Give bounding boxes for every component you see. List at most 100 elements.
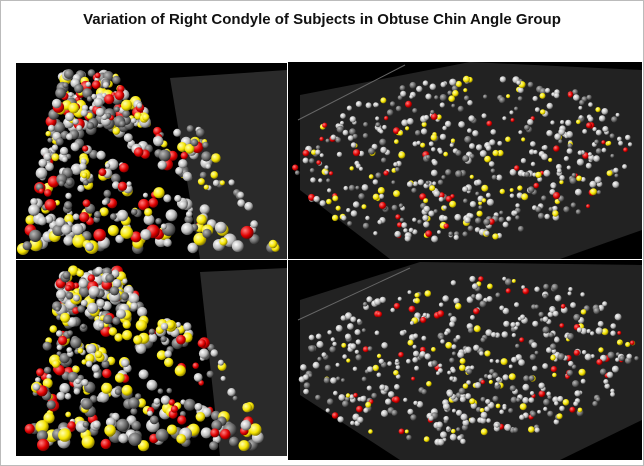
sphere bbox=[531, 342, 538, 349]
sphere bbox=[590, 188, 597, 196]
sphere bbox=[199, 204, 210, 215]
sphere bbox=[71, 223, 84, 236]
sphere bbox=[606, 170, 613, 177]
sphere bbox=[528, 375, 535, 381]
sphere bbox=[356, 318, 362, 324]
sphere bbox=[374, 102, 379, 107]
sphere bbox=[432, 181, 437, 186]
sphere bbox=[118, 433, 129, 444]
sphere bbox=[602, 126, 609, 133]
sphere bbox=[349, 116, 356, 123]
sphere bbox=[398, 203, 404, 208]
sphere bbox=[438, 302, 444, 308]
sphere bbox=[65, 112, 75, 122]
sphere bbox=[425, 154, 431, 160]
sphere bbox=[527, 81, 534, 88]
sphere bbox=[64, 393, 72, 400]
sphere bbox=[597, 320, 604, 327]
sphere bbox=[543, 283, 549, 290]
sphere bbox=[379, 296, 386, 304]
sphere bbox=[332, 341, 337, 347]
sphere bbox=[368, 147, 375, 155]
sphere bbox=[485, 145, 492, 151]
sphere bbox=[604, 383, 610, 390]
sphere bbox=[94, 266, 103, 275]
sphere bbox=[101, 382, 113, 394]
sphere bbox=[423, 221, 430, 228]
sphere bbox=[498, 216, 505, 223]
sphere bbox=[346, 358, 351, 363]
sphere bbox=[541, 195, 547, 201]
sphere bbox=[318, 178, 323, 183]
sphere bbox=[340, 113, 346, 119]
sphere bbox=[72, 365, 80, 374]
sphere bbox=[336, 376, 341, 381]
sphere bbox=[443, 415, 449, 422]
sphere bbox=[112, 181, 120, 190]
sphere bbox=[185, 210, 193, 218]
sphere bbox=[408, 227, 414, 233]
sphere bbox=[539, 88, 547, 95]
sphere bbox=[313, 195, 320, 203]
sphere bbox=[94, 72, 101, 79]
sphere bbox=[455, 170, 463, 178]
sphere bbox=[319, 153, 324, 158]
sphere bbox=[406, 118, 414, 125]
sphere bbox=[398, 351, 404, 358]
sphere bbox=[72, 118, 79, 125]
sphere bbox=[606, 371, 614, 379]
sphere bbox=[610, 330, 616, 337]
sphere bbox=[98, 168, 107, 177]
sphere bbox=[551, 283, 559, 291]
sphere bbox=[410, 414, 417, 421]
sphere bbox=[595, 327, 603, 335]
sphere bbox=[137, 306, 148, 318]
sphere bbox=[292, 164, 299, 171]
sphere bbox=[77, 184, 85, 193]
sphere bbox=[63, 235, 74, 246]
sphere bbox=[350, 210, 358, 217]
sphere bbox=[563, 206, 570, 213]
sphere bbox=[484, 155, 491, 163]
sphere bbox=[475, 217, 482, 224]
sphere bbox=[439, 94, 447, 102]
sphere bbox=[56, 344, 63, 351]
sphere bbox=[59, 146, 69, 156]
sphere bbox=[363, 407, 369, 414]
sphere bbox=[231, 240, 244, 253]
sphere bbox=[428, 141, 434, 147]
sphere bbox=[430, 113, 438, 121]
sphere bbox=[601, 147, 607, 153]
sphere bbox=[100, 438, 112, 450]
sphere bbox=[340, 315, 347, 321]
sphere bbox=[524, 171, 531, 178]
sphere bbox=[428, 415, 434, 421]
sphere bbox=[398, 130, 404, 136]
sphere bbox=[514, 165, 520, 171]
sphere bbox=[324, 165, 329, 170]
sphere bbox=[65, 178, 74, 186]
sphere bbox=[80, 299, 88, 307]
sphere bbox=[242, 402, 252, 413]
sphere bbox=[517, 225, 524, 232]
sphere bbox=[184, 143, 195, 154]
sphere bbox=[489, 139, 496, 146]
sphere bbox=[442, 125, 447, 131]
sphere bbox=[404, 429, 409, 434]
sphere bbox=[601, 140, 606, 145]
sphere bbox=[601, 108, 609, 115]
sphere bbox=[114, 333, 123, 342]
sphere bbox=[509, 385, 516, 392]
sphere bbox=[610, 391, 616, 397]
sphere bbox=[458, 121, 465, 128]
sphere bbox=[380, 146, 387, 154]
sphere bbox=[414, 130, 421, 136]
sphere bbox=[133, 147, 144, 157]
sphere bbox=[194, 403, 203, 411]
sphere bbox=[550, 120, 555, 125]
sphere bbox=[571, 364, 577, 370]
sphere bbox=[144, 208, 153, 217]
sphere bbox=[529, 391, 535, 396]
sphere bbox=[333, 390, 338, 396]
sphere bbox=[168, 399, 176, 406]
